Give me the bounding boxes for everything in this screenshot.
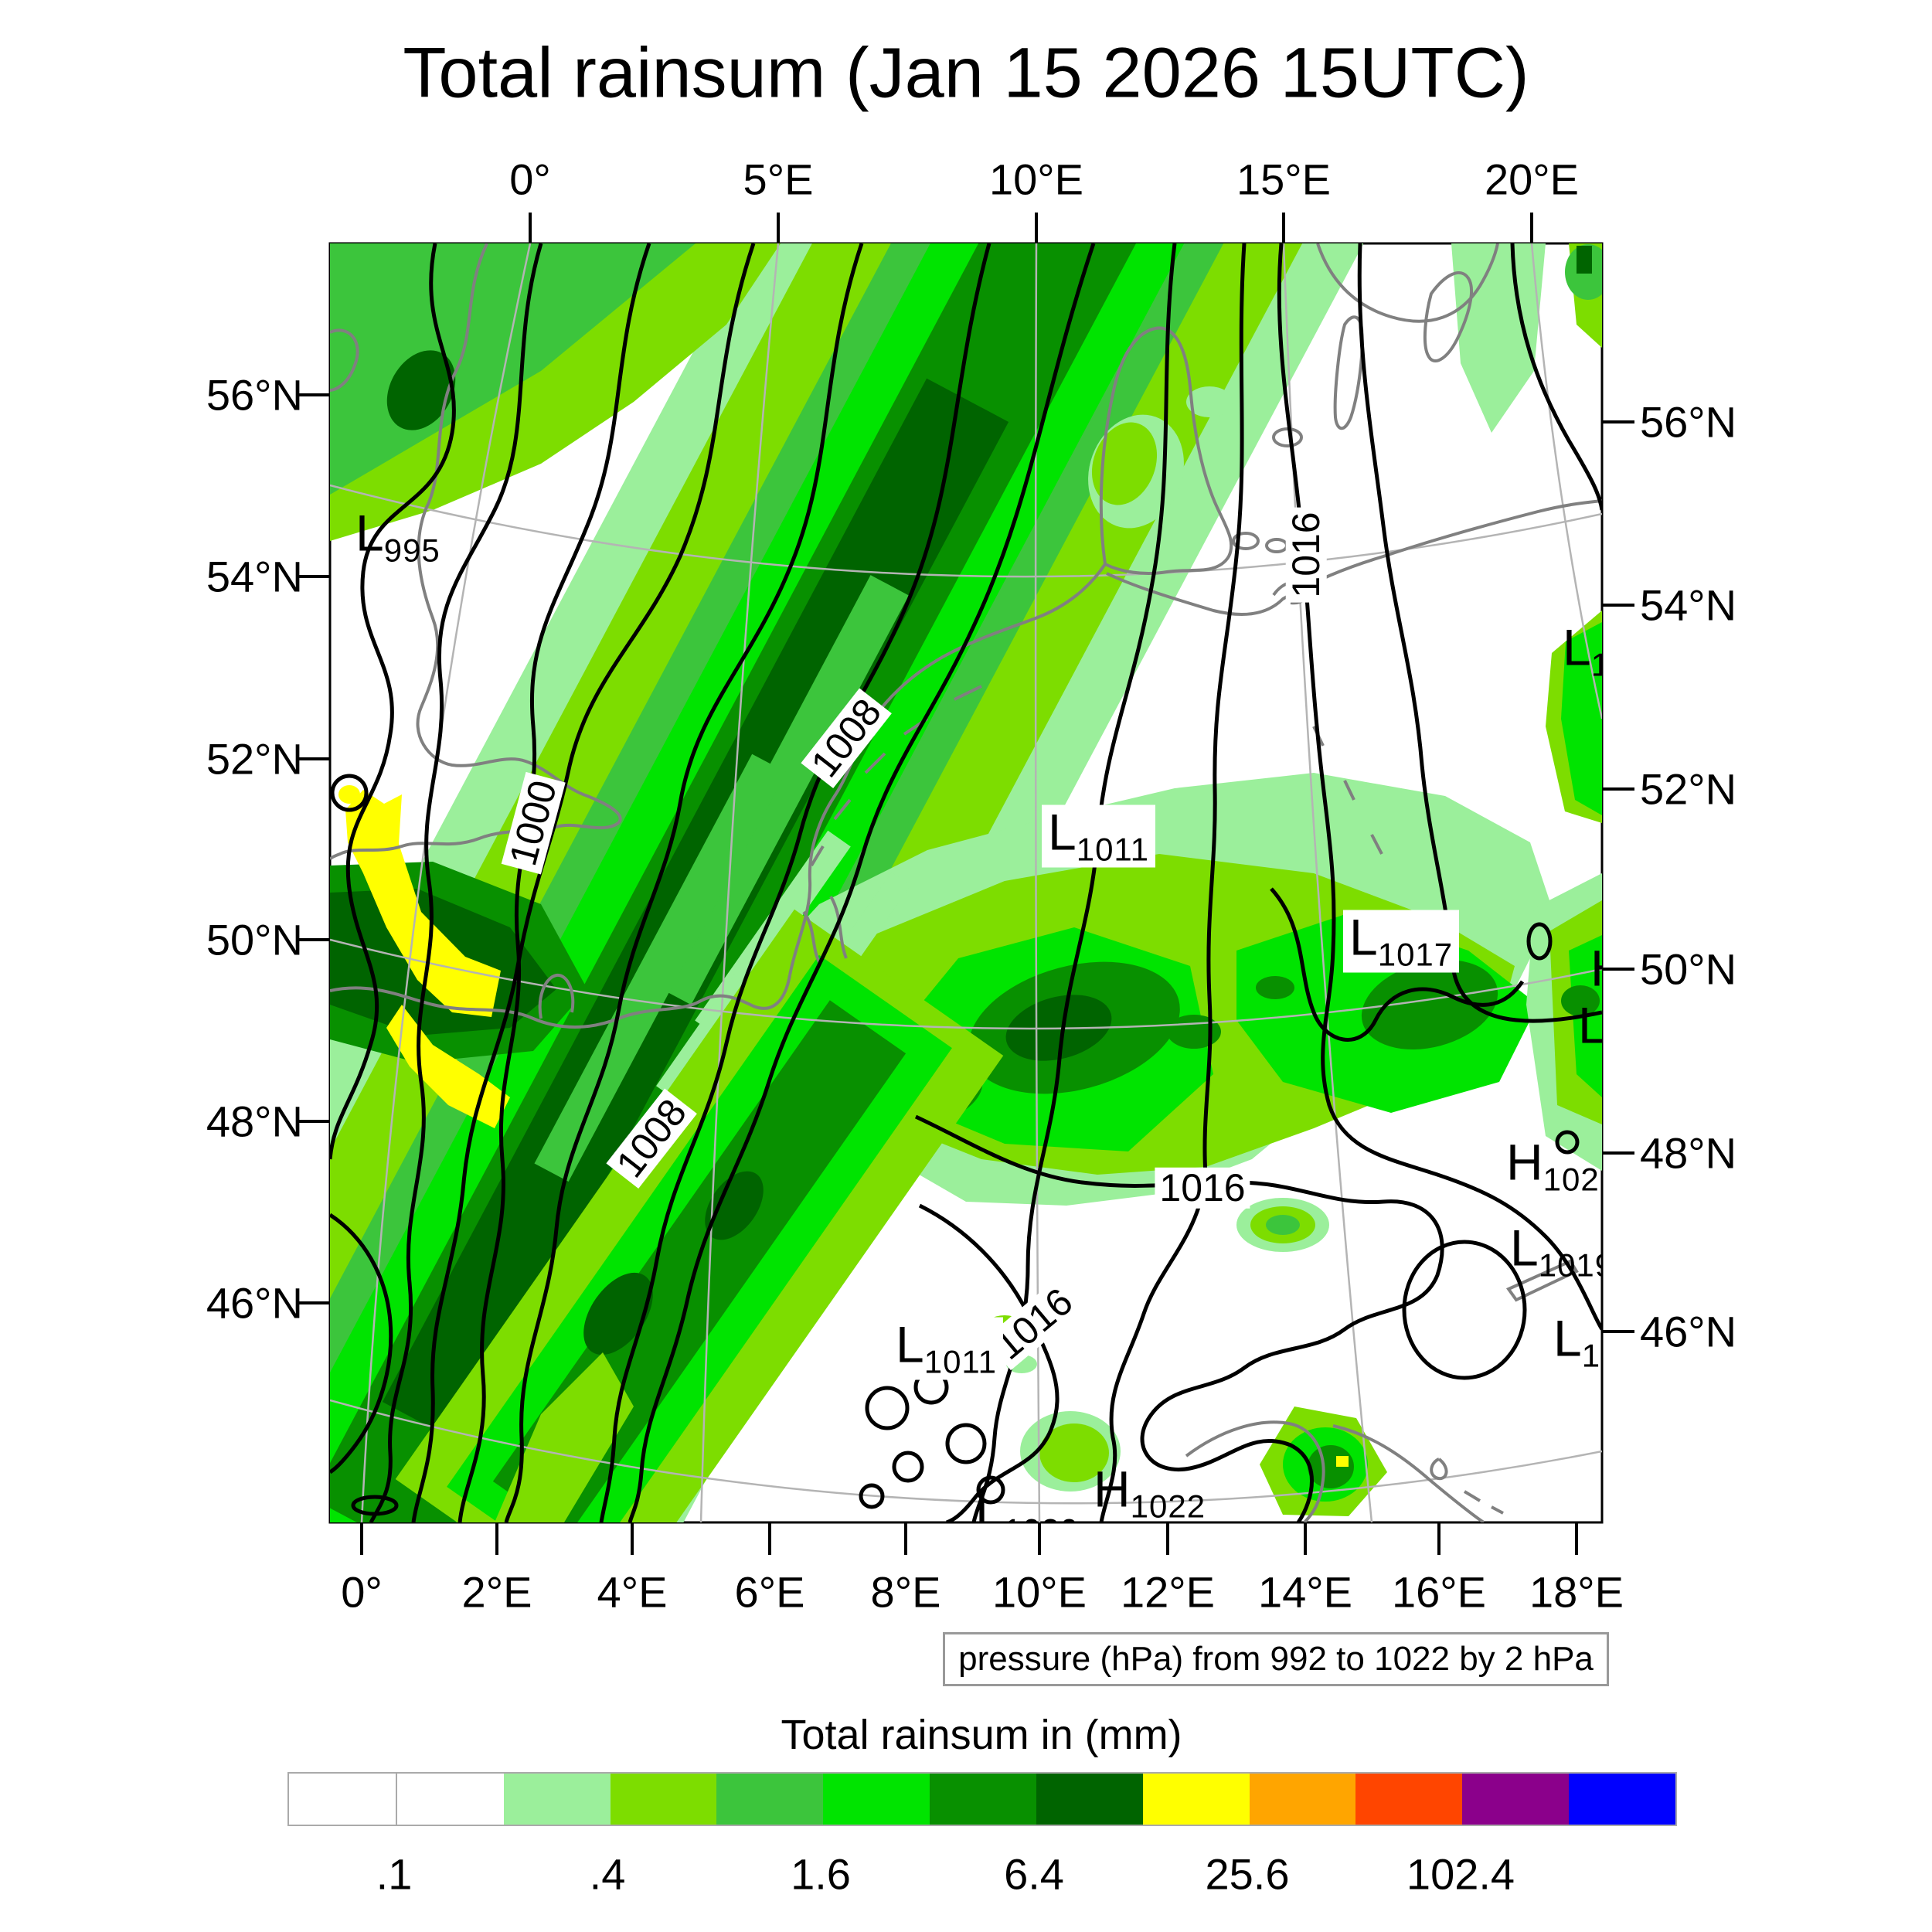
bottom-axis-label-0: 0° [341, 1567, 383, 1617]
map-graphics [330, 243, 1602, 1522]
colorbar-segment [610, 1774, 717, 1825]
pressure-center-H1021: H1021 [1506, 1133, 1602, 1198]
right-axis-label-5: 46°N [1640, 1307, 1737, 1356]
pressure-center-L1011-a: L1011 [1042, 804, 1156, 868]
pressure-center-H-edge: H [1590, 943, 1602, 1002]
colorbar-title: Total rainsum in (mm) [781, 1712, 1182, 1758]
colorbar-segment [1249, 1774, 1356, 1825]
bottom-axis-label-8: 16°E [1391, 1567, 1487, 1617]
right-axis-label-2: 52°N [1640, 764, 1737, 814]
right-axis-label-0: 56°N [1640, 397, 1737, 447]
colorbar-segment [503, 1774, 611, 1825]
contour-label-1016-s: 1016 [1155, 1168, 1250, 1209]
colorbar-tick-0: .1 [376, 1849, 413, 1899]
coastlines [330, 243, 1602, 1522]
top-axis-label-4: 20°E [1484, 155, 1580, 204]
pressure-center-L102-a: L102 [1563, 618, 1602, 683]
colorbar-segment [1462, 1774, 1570, 1825]
bottom-axis-label-6: 12°E [1120, 1567, 1216, 1617]
colorbar-segment [930, 1774, 1036, 1825]
pressure-center-L1017: L1017 [1343, 910, 1460, 973]
colorbar [287, 1772, 1677, 1826]
pressure-center-H1022: H1022 [1094, 1460, 1206, 1523]
colorbar-tick-5: 102.4 [1406, 1849, 1515, 1899]
colorbar-segment [1569, 1774, 1675, 1825]
right-axis-label-4: 48°N [1640, 1128, 1737, 1178]
top-axis-label-1: 5°E [743, 155, 814, 204]
bottom-axis-label-2: 4°E [597, 1567, 668, 1617]
contour-label-1016-n: 1016 [1284, 507, 1328, 603]
colorbar-segment [1142, 1774, 1250, 1825]
pressure-center-L-edge: L1 [1578, 996, 1602, 1054]
colorbar-segment [823, 1774, 930, 1825]
left-axis-label-2: 52°N [206, 734, 303, 784]
page-title: Total rainsum (Jan 15 2026 15UTC) [403, 33, 1529, 113]
left-axis-label-1: 54°N [206, 552, 303, 601]
colorbar-tick-2: 1.6 [791, 1849, 851, 1899]
colorbar-tick-3: 6.4 [1004, 1849, 1064, 1899]
colorbar-segment [1355, 1774, 1463, 1825]
pressure-legend: pressure (hPa) from 992 to 1022 by 2 hPa [943, 1632, 1609, 1686]
top-axis-label-3: 15°E [1236, 155, 1332, 204]
top-axis-label-2: 10°E [988, 155, 1084, 204]
pressure-center-L1019: L1019 [1510, 1219, 1602, 1284]
pressure-center-L995: L995 [355, 504, 440, 569]
top-axis-label-0: 0° [509, 155, 551, 204]
bottom-axis-label-5: 10°E [992, 1567, 1087, 1617]
colorbar-tick-1: .4 [589, 1849, 626, 1899]
map-area: 1000 1008 1016 1008 1016 1016 L995 L1011… [330, 243, 1602, 1522]
pressure-center-L102-b: L102 [1553, 1309, 1602, 1374]
colorbar-segment [289, 1774, 396, 1825]
colorbar-tick-4: 25.6 [1205, 1849, 1290, 1899]
pressure-contours [330, 243, 1602, 1522]
left-axis-label-4: 48°N [206, 1097, 303, 1146]
left-axis-label-0: 56°N [206, 370, 303, 420]
pressure-center-L1020: L1020 [975, 1484, 1078, 1523]
left-axis-label-5: 46°N [206, 1278, 303, 1328]
colorbar-segment [1036, 1774, 1143, 1825]
bottom-axis-label-4: 8°E [870, 1567, 941, 1617]
pressure-center-L1011-b: L1011 [889, 1317, 1004, 1380]
bottom-axis-label-1: 2°E [461, 1567, 532, 1617]
left-axis-label-3: 50°N [206, 915, 303, 964]
colorbar-segment [395, 1774, 504, 1825]
bottom-axis-label-9: 18°E [1529, 1567, 1624, 1617]
right-axis-label-3: 50°N [1640, 944, 1737, 994]
right-axis-label-1: 54°N [1640, 580, 1737, 630]
bottom-axis-label-7: 14°E [1257, 1567, 1353, 1617]
bottom-axis-label-3: 6°E [734, 1567, 805, 1617]
colorbar-segment [716, 1774, 824, 1825]
